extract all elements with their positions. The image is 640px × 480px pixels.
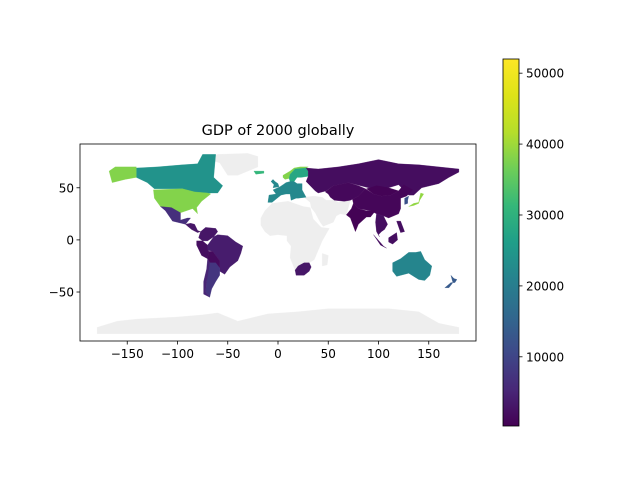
region-new-zealand <box>444 275 458 288</box>
region-korea <box>404 195 409 205</box>
colorbar-tick-label: 20000 <box>526 279 564 293</box>
region-western-europe <box>267 179 307 203</box>
x-tick-label: −100 <box>161 347 194 361</box>
chart-title: GDP of 2000 globally <box>202 123 355 139</box>
region-japan <box>408 192 424 207</box>
x-tick-label: −150 <box>111 347 144 361</box>
y-tick-label: −50 <box>49 286 74 300</box>
map-layer <box>96 153 460 334</box>
region-mexico <box>159 206 191 225</box>
region-southeast-asia <box>373 213 405 249</box>
region-norway <box>282 166 309 180</box>
region-india <box>346 203 376 233</box>
region-australia <box>392 251 432 281</box>
y-tick-label: 50 <box>59 181 74 195</box>
x-tick-label: 100 <box>367 347 390 361</box>
x-tick-label: 50 <box>321 347 336 361</box>
region-chile <box>203 258 210 298</box>
region-middle-east <box>303 195 351 227</box>
y-axis: 50 0 −50 <box>49 181 80 300</box>
x-tick-label: −50 <box>215 347 240 361</box>
region-peru-ecuador <box>196 240 209 259</box>
x-tick-label: 150 <box>417 347 440 361</box>
region-russia <box>305 159 460 196</box>
colorbar-tick-label: 40000 <box>526 138 564 152</box>
y-tick-label: 0 <box>66 233 74 247</box>
colorbar-tick-label: 10000 <box>526 350 564 364</box>
region-iceland <box>253 170 265 175</box>
region-central-america <box>185 223 202 233</box>
region-greenland <box>205 153 259 176</box>
colorbar-tick-label: 30000 <box>526 208 564 222</box>
region-canada <box>136 154 223 197</box>
colorbar <box>502 58 520 427</box>
region-south-africa <box>294 262 312 276</box>
region-antarctica <box>96 308 460 334</box>
colorbar-axis: 10000 20000 30000 40000 50000 <box>519 67 564 364</box>
region-alaska-usa <box>108 166 137 183</box>
colorbar-tick-label: 50000 <box>526 67 564 81</box>
region-united-states <box>153 188 212 215</box>
x-axis: −150 −100 −50 0 50 100 150 <box>111 341 440 361</box>
x-tick-label: 0 <box>274 347 282 361</box>
